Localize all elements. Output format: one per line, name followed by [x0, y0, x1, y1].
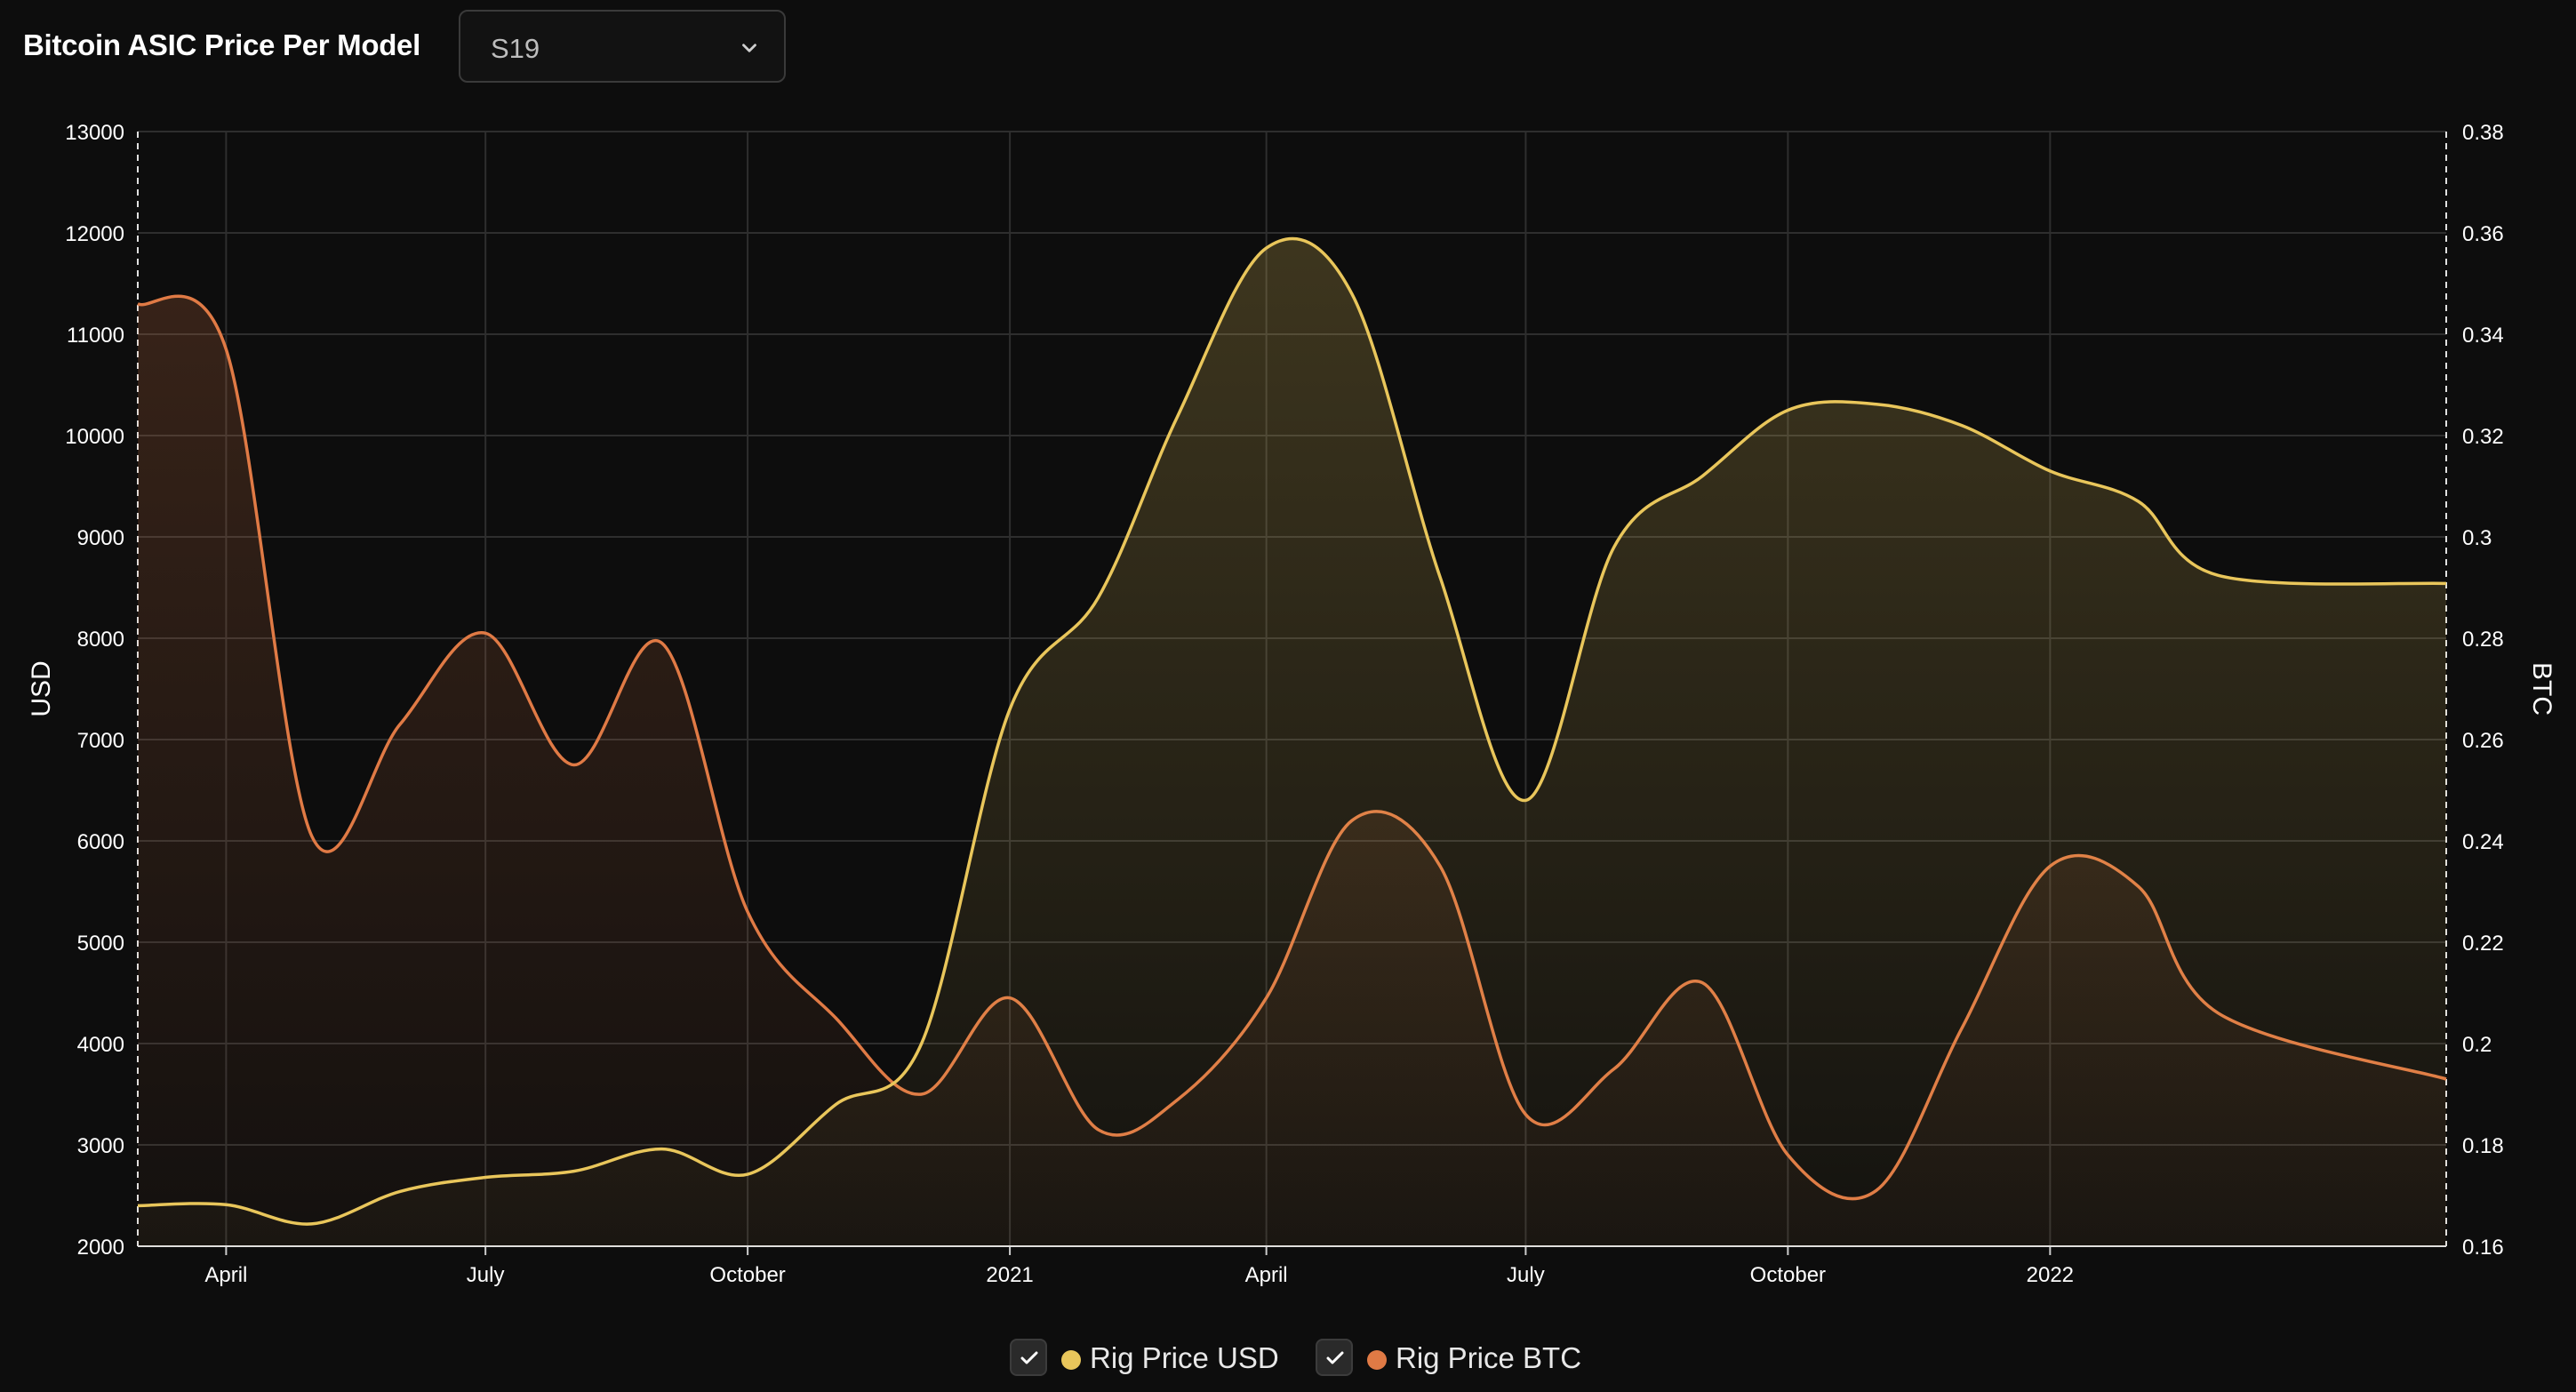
y-tick-label-left: 9000 [77, 526, 124, 550]
chart-legend: Rig Price USD Rig Price BTC [0, 1333, 2576, 1387]
x-tick-label: July [1507, 1263, 1545, 1287]
y-tick-label-right: 0.26 [2462, 729, 2504, 753]
y-tick-label-left: 2000 [77, 1236, 124, 1260]
chart-header: Bitcoin ASIC Price Per Model S19 [0, 0, 2576, 89]
x-tick-label: 2021 [986, 1263, 1033, 1287]
y-tick-label-left: 8000 [77, 628, 124, 652]
y-tick-label-left: 10000 [65, 425, 124, 449]
y-tick-label-right: 0.34 [2462, 324, 2504, 348]
x-tick-label: April [204, 1263, 247, 1287]
y-tick-label-right: 0.36 [2462, 222, 2504, 246]
y-tick-label-right: 0.32 [2462, 425, 2504, 449]
y-tick-label-left: 5000 [77, 932, 124, 956]
y-tick-label-left: 13000 [65, 121, 124, 145]
y-tick-label-right: 0.22 [2462, 932, 2504, 956]
y-tick-label-right: 0.16 [2462, 1236, 2504, 1260]
y-tick-label-right: 0.2 [2462, 1033, 2492, 1057]
check-icon [1020, 1351, 1038, 1364]
legend-checkbox-btc[interactable] [1316, 1339, 1353, 1376]
y-tick-label-left: 11000 [67, 324, 124, 348]
y-tick-label-left: 3000 [77, 1134, 124, 1158]
y-tick-label-right: 0.18 [2462, 1134, 2504, 1158]
y-tick-label-left: 7000 [77, 729, 124, 753]
y-tick-label-left: 4000 [77, 1033, 124, 1057]
legend-swatch-btc [1367, 1350, 1387, 1370]
model-select-value: S19 [491, 33, 540, 64]
page-title: Bitcoin ASIC Price Per Model [23, 28, 420, 61]
y-axis-title-right: BTC [2527, 662, 2556, 716]
legend-checkbox-usd[interactable] [1010, 1339, 1047, 1376]
legend-label-usd: Rig Price USD [1090, 1341, 1279, 1374]
x-tick-label: July [467, 1263, 505, 1287]
y-axis-title-left: USD [27, 660, 56, 716]
y-tick-label-right: 0.38 [2462, 121, 2504, 145]
series-line-usd [137, 236, 2447, 1226]
y-tick-label-right: 0.3 [2462, 526, 2492, 550]
legend-swatch-usd [1061, 1350, 1081, 1370]
price-chart: 2000 0.16 3000 0.18 4000 0.2 5000 0.22 6000 0.24 7… [27, 121, 2556, 1287]
x-tick-label: 2022 [2027, 1263, 2074, 1287]
x-tick-label: October [1750, 1263, 1826, 1287]
x-tick-label: October [709, 1263, 785, 1287]
model-select-dropdown[interactable]: S19 [459, 10, 786, 83]
legend-label-btc: Rig Price BTC [1396, 1341, 1582, 1374]
y-tick-label-left: 12000 [65, 222, 124, 246]
y-tick-label-left: 6000 [77, 830, 124, 854]
series-area-btc [138, 296, 2446, 1246]
x-tick-label: April [1245, 1263, 1288, 1287]
y-tick-label-right: 0.28 [2462, 628, 2504, 652]
y-tick-label-right: 0.24 [2462, 830, 2504, 854]
series-area-usd [138, 238, 2446, 1247]
chevron-down-icon [742, 44, 756, 52]
check-icon [1326, 1351, 1344, 1364]
